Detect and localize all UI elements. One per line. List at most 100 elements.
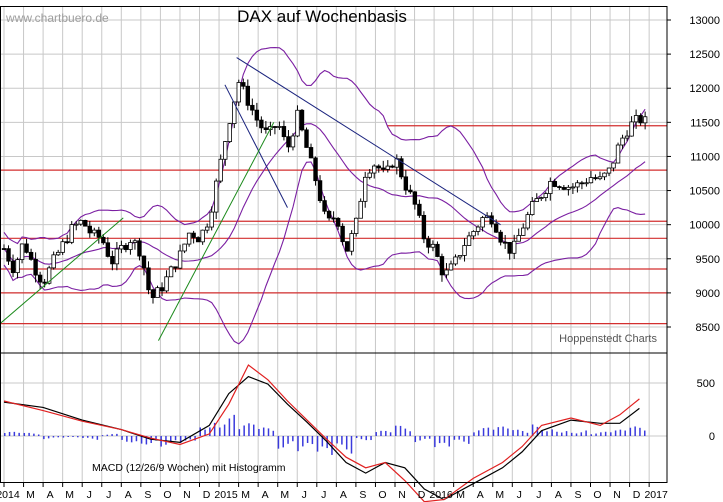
- y-tick-label: 11500: [690, 117, 720, 129]
- macd-histogram-bar: [8, 431, 11, 436]
- macd-histogram-bar: [428, 436, 431, 439]
- macd-histogram-bar: [619, 429, 622, 436]
- macd-histogram-bar: [517, 429, 519, 436]
- candle-body: [241, 82, 246, 87]
- candle-body: [114, 248, 120, 265]
- x-tick-label: M: [26, 489, 35, 501]
- candle-body: [417, 203, 422, 216]
- x-tick-label: A: [477, 489, 484, 501]
- x-tick-label: O: [163, 489, 171, 501]
- candle-body: [83, 219, 88, 227]
- candle-body: [633, 115, 639, 123]
- candle-body: [475, 226, 481, 232]
- macd-histogram-bar: [140, 436, 143, 444]
- y-tick-label: 9000: [696, 288, 720, 300]
- candle-body: [322, 200, 327, 212]
- macd-histogram-bar: [414, 436, 417, 443]
- candle-body: [588, 177, 594, 184]
- candle-body: [299, 109, 305, 131]
- candle-body: [250, 104, 255, 111]
- macd-histogram-bar: [355, 436, 358, 439]
- macd-histogram-bar: [438, 436, 441, 444]
- candle-body: [46, 267, 52, 284]
- candle-body: [186, 232, 192, 245]
- macd-histogram-bar: [18, 432, 20, 436]
- candle-body: [223, 141, 228, 160]
- x-tick-label: A: [340, 489, 347, 501]
- macd-histogram-bar: [33, 433, 35, 436]
- macd-histogram-bar: [600, 432, 602, 436]
- candle-body: [164, 276, 169, 292]
- candle-body: [177, 250, 183, 269]
- macd-histogram-bar: [531, 424, 534, 436]
- candle-body: [426, 238, 431, 248]
- candle-body: [615, 144, 621, 164]
- macd-histogram-bar: [634, 426, 636, 436]
- candle-body: [349, 233, 354, 252]
- candle-body: [263, 127, 269, 130]
- x-tick-label: J: [302, 489, 307, 501]
- candle-body: [159, 287, 165, 292]
- candle-body: [593, 177, 598, 180]
- macd-histogram-bar: [424, 436, 426, 439]
- x-tick-label: J: [536, 489, 541, 501]
- candle-body: [471, 231, 476, 237]
- candle-body: [204, 226, 210, 231]
- candle-body: [579, 182, 585, 185]
- macd-histogram-bar: [199, 427, 201, 436]
- macd-histogram-bar: [551, 429, 553, 436]
- candle-body: [358, 200, 363, 219]
- macd-histogram-bar: [219, 427, 221, 436]
- candle-body: [96, 229, 102, 238]
- candle-body: [10, 260, 16, 274]
- x-tick-label: A: [125, 489, 132, 501]
- macd-histogram-bar: [28, 432, 30, 436]
- candle-body: [132, 240, 138, 243]
- candle-body: [254, 109, 260, 121]
- macd-histogram-bar: [321, 436, 324, 447]
- macd-y-tick-label: 0: [709, 431, 715, 443]
- macd-histogram-bar: [502, 426, 504, 436]
- candle-body: [326, 210, 332, 219]
- macd-label: MACD (12/26/9 Wochen) mit Histogramm: [92, 462, 286, 474]
- macd-histogram-bar: [389, 432, 392, 436]
- candle-body: [597, 176, 603, 180]
- macd-histogram-bar: [468, 436, 470, 444]
- candle-body: [372, 165, 377, 174]
- candle-body: [539, 197, 544, 199]
- macd-histogram-bar: [87, 436, 89, 438]
- horizontal-levels: [0, 125, 667, 325]
- macd-histogram-bar: [62, 436, 65, 438]
- x-tick-label: J: [87, 489, 92, 501]
- macd-histogram-bar: [345, 436, 348, 450]
- macd-histogram-bar: [248, 423, 250, 436]
- candle-body: [331, 217, 336, 220]
- candle-body: [584, 182, 589, 185]
- candle-body: [376, 165, 381, 169]
- candle-body: [123, 245, 129, 250]
- macd-histogram-bar: [106, 434, 109, 436]
- candle-body: [620, 137, 625, 146]
- candle-body: [399, 158, 404, 178]
- candle-body: [28, 251, 34, 260]
- macd-histogram-bar: [478, 430, 480, 436]
- candle-body: [87, 225, 92, 234]
- macd-histogram-bar: [473, 432, 475, 436]
- macd-histogram-bar: [184, 436, 187, 441]
- candle-body: [511, 240, 517, 254]
- candle-body: [317, 180, 323, 202]
- macd-histogram-bar: [160, 436, 162, 447]
- macd-histogram-bar: [526, 432, 529, 436]
- candle-body: [78, 219, 83, 225]
- y-tick-label: 11000: [690, 151, 720, 163]
- macd-histogram-bar: [292, 436, 294, 442]
- macd-histogram-bar: [170, 436, 172, 442]
- candle-body: [33, 258, 38, 276]
- macd-histogram-bar: [67, 436, 69, 438]
- candle-body: [218, 158, 223, 182]
- candle-body: [335, 217, 341, 227]
- macd-histogram-bar: [336, 436, 338, 444]
- x-tick-label: A: [47, 489, 54, 501]
- candle-body: [521, 227, 526, 236]
